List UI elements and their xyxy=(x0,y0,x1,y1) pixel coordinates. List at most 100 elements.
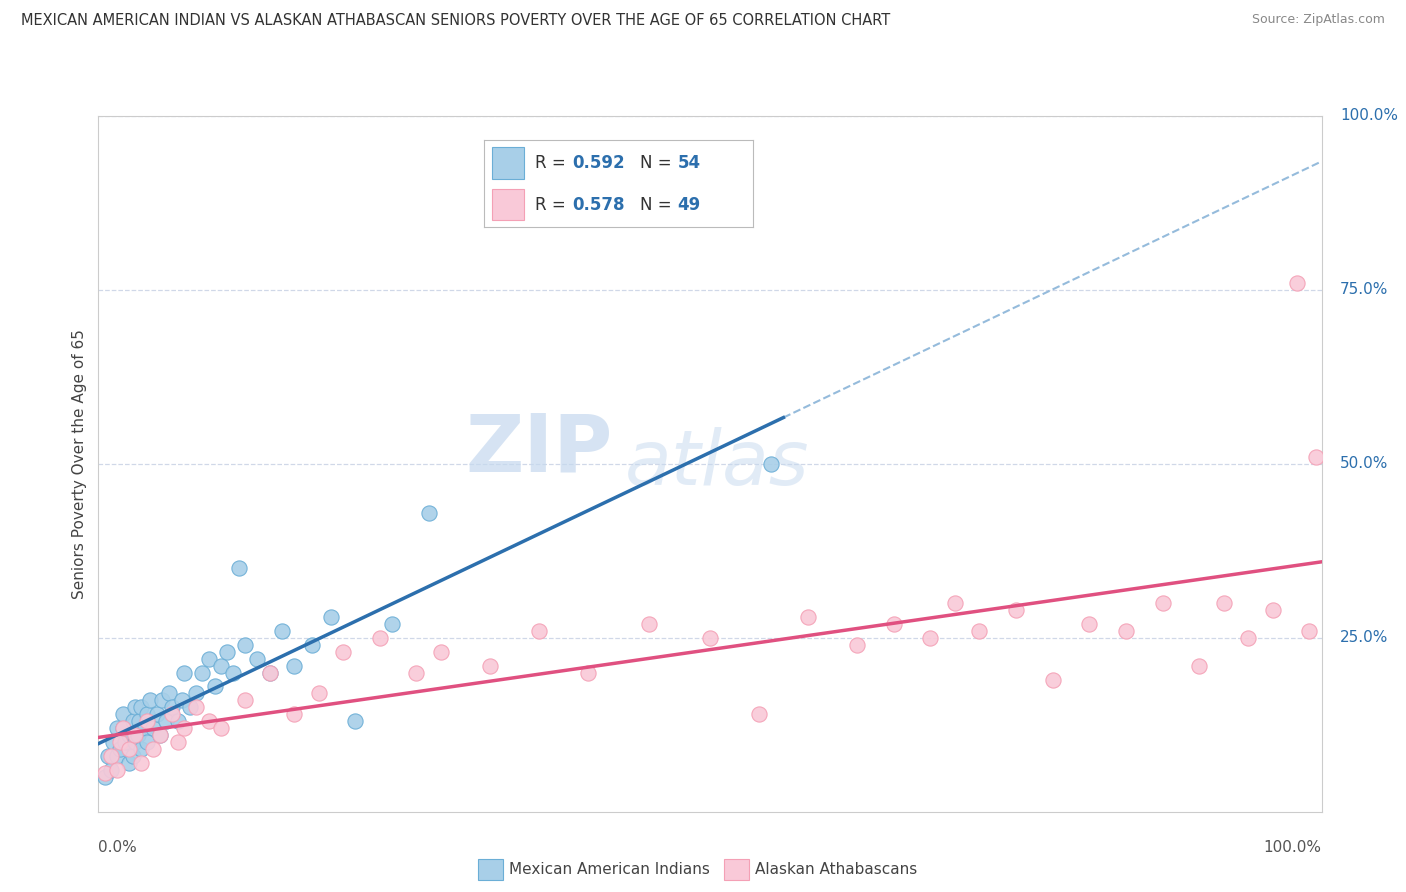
Point xyxy=(142,742,165,756)
Text: atlas: atlas xyxy=(624,427,808,500)
Point xyxy=(344,714,367,729)
Point xyxy=(1042,673,1064,687)
Point xyxy=(160,707,183,722)
Y-axis label: Seniors Poverty Over the Age of 65: Seniors Poverty Over the Age of 65 xyxy=(72,329,87,599)
Point xyxy=(368,631,391,645)
Point xyxy=(149,728,172,742)
Point xyxy=(748,707,770,722)
Point xyxy=(128,714,150,729)
Point xyxy=(478,658,501,673)
Point xyxy=(179,700,201,714)
Point xyxy=(381,616,404,631)
Point xyxy=(1115,624,1137,638)
Point xyxy=(233,693,256,707)
Point xyxy=(149,728,172,742)
Point xyxy=(118,728,141,742)
Point xyxy=(308,686,330,700)
Text: N =: N = xyxy=(640,195,676,214)
Point xyxy=(222,665,245,680)
Point xyxy=(1261,603,1284,617)
Point xyxy=(136,707,159,722)
Point xyxy=(204,680,226,694)
Text: Source: ZipAtlas.com: Source: ZipAtlas.com xyxy=(1251,13,1385,27)
Text: ZIP: ZIP xyxy=(465,411,612,489)
Point xyxy=(160,700,183,714)
Point xyxy=(105,763,128,777)
Point xyxy=(1305,450,1327,464)
Point xyxy=(1286,276,1309,290)
Point xyxy=(209,721,232,735)
Point xyxy=(121,749,143,764)
Point xyxy=(101,735,124,749)
Point xyxy=(186,700,208,714)
Point xyxy=(118,742,141,756)
Point xyxy=(111,721,134,735)
Text: 0.578: 0.578 xyxy=(572,195,626,214)
Point xyxy=(699,631,721,645)
Point xyxy=(110,735,132,749)
Point xyxy=(111,707,134,722)
Text: MEXICAN AMERICAN INDIAN VS ALASKAN ATHABASCAN SENIORS POVERTY OVER THE AGE OF 65: MEXICAN AMERICAN INDIAN VS ALASKAN ATHAB… xyxy=(21,13,890,29)
FancyBboxPatch shape xyxy=(492,147,524,178)
Point xyxy=(845,638,868,652)
Point xyxy=(100,763,122,777)
Point xyxy=(150,693,173,707)
Point xyxy=(430,645,453,659)
Point xyxy=(121,714,143,729)
Point xyxy=(173,721,195,735)
Point xyxy=(100,749,122,764)
Point xyxy=(124,735,146,749)
Point xyxy=(118,756,141,770)
Point xyxy=(124,728,146,742)
Point xyxy=(129,700,152,714)
Point xyxy=(920,631,942,645)
Text: 100.0%: 100.0% xyxy=(1340,109,1398,123)
Point xyxy=(155,714,177,729)
Point xyxy=(576,665,599,680)
Text: Alaskan Athabascans: Alaskan Athabascans xyxy=(755,863,917,877)
Text: 49: 49 xyxy=(678,195,700,214)
Point xyxy=(797,610,820,624)
Point xyxy=(105,749,128,764)
Text: N =: N = xyxy=(640,154,676,172)
Point xyxy=(283,707,305,722)
Point xyxy=(93,766,115,780)
Point xyxy=(136,735,159,749)
Point xyxy=(301,638,323,652)
Point xyxy=(142,721,165,735)
Point xyxy=(124,700,146,714)
Text: 25.0%: 25.0% xyxy=(1340,631,1388,645)
Text: 0.0%: 0.0% xyxy=(98,839,138,855)
Point xyxy=(110,742,132,756)
Point xyxy=(129,756,152,770)
Point xyxy=(157,686,180,700)
Point xyxy=(259,665,281,680)
Point xyxy=(139,693,162,707)
Text: 54: 54 xyxy=(678,154,700,172)
Point xyxy=(332,645,354,659)
Point xyxy=(405,665,427,680)
Point xyxy=(105,721,128,735)
Point xyxy=(197,651,219,665)
Point xyxy=(134,721,156,735)
Point xyxy=(259,665,281,680)
Point xyxy=(1188,658,1211,673)
Text: 75.0%: 75.0% xyxy=(1340,283,1388,297)
Point xyxy=(283,658,305,673)
Point xyxy=(1298,624,1320,638)
Text: R =: R = xyxy=(534,195,571,214)
Point xyxy=(418,506,440,520)
Point xyxy=(215,645,238,659)
Point xyxy=(170,693,193,707)
Point xyxy=(197,714,219,729)
Point xyxy=(167,714,190,729)
Point xyxy=(1078,616,1101,631)
Point xyxy=(1152,596,1174,610)
Point xyxy=(146,707,169,722)
Point xyxy=(319,610,342,624)
Point xyxy=(209,658,232,673)
Text: Mexican American Indians: Mexican American Indians xyxy=(509,863,710,877)
Point xyxy=(270,624,294,638)
Point xyxy=(186,686,208,700)
Point xyxy=(527,624,550,638)
